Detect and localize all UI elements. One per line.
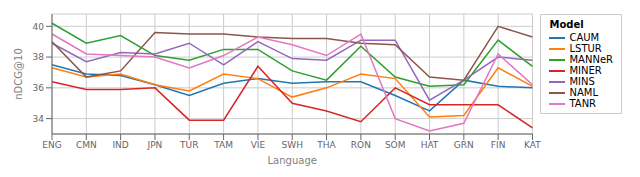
svg-text:TAM: TAM	[213, 140, 233, 150]
svg-text:34: 34	[33, 114, 45, 124]
html-text:LSTUR: LSTUR	[569, 43, 602, 54]
svg-text:KAT: KAT	[524, 140, 541, 150]
svg-text:CMN: CMN	[76, 140, 97, 150]
svg-text:TUR: TUR	[179, 140, 198, 150]
html-text:TANR: TANR	[569, 98, 597, 109]
svg-text:36: 36	[33, 83, 45, 93]
svg-text:JPN: JPN	[147, 140, 163, 150]
html-text:MINER: MINER	[569, 65, 602, 76]
html-text:MINS: MINS	[569, 76, 595, 87]
html-text:CAUM: CAUM	[569, 32, 600, 43]
html-text:MANNeR: MANNeR	[569, 54, 613, 65]
svg-text:VIE: VIE	[251, 140, 266, 150]
svg-text:38: 38	[33, 52, 45, 62]
svg-text:SWH: SWH	[282, 140, 303, 150]
svg-text:ENG: ENG	[42, 140, 61, 150]
html-text:NAML: NAML	[569, 87, 598, 98]
svg-text:HAT: HAT	[421, 140, 439, 150]
svg-text:RON: RON	[351, 140, 371, 150]
svg-text:THA: THA	[316, 140, 336, 150]
svg-text:GRN: GRN	[454, 140, 474, 150]
html-text:Model: Model	[549, 19, 584, 30]
svg-text:IND: IND	[112, 140, 128, 150]
svg-text:SOM: SOM	[385, 140, 406, 150]
svg-text:Language: Language	[268, 155, 317, 166]
svg-text:40: 40	[33, 22, 45, 32]
svg-text:nDCG@10: nDCG@10	[13, 48, 24, 100]
svg-text:FIN: FIN	[491, 140, 506, 150]
